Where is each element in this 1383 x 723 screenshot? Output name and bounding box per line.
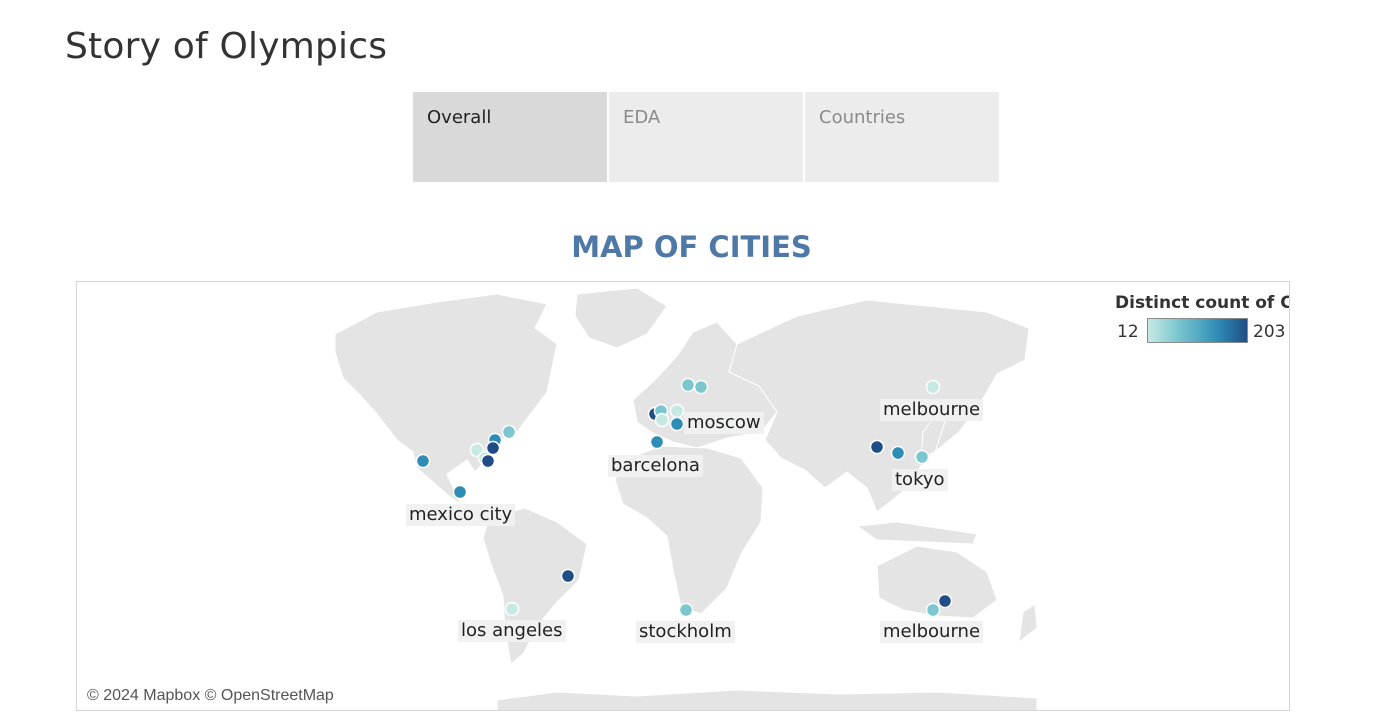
city-marker[interactable]	[480, 453, 496, 469]
map-canvas[interactable]	[77, 282, 1290, 711]
city-marker[interactable]	[669, 403, 685, 419]
city-marker[interactable]	[501, 424, 517, 440]
city-marker[interactable]	[654, 412, 670, 428]
world-map[interactable]: Distinct count of C.. 12 203 melbourne m…	[76, 281, 1290, 711]
map-title: MAP OF CITIES	[571, 230, 812, 264]
story-title: Story of Olympics	[65, 26, 388, 67]
city-marker[interactable]	[693, 379, 709, 395]
city-marker[interactable]	[504, 601, 520, 617]
tab-countries[interactable]: Countries	[805, 92, 999, 182]
legend-title: Distinct count of C..	[1115, 293, 1290, 313]
land-new-zealand	[1018, 603, 1038, 644]
city-label-stockholm: stockholm	[636, 621, 735, 643]
city-marker[interactable]	[925, 602, 941, 618]
city-marker[interactable]	[937, 593, 953, 609]
land-indonesia	[855, 521, 978, 545]
city-marker[interactable]	[452, 484, 468, 500]
city-label-melbourne-north: melbourne	[880, 399, 984, 421]
city-label-tokyo: tokyo	[892, 469, 948, 491]
tab-overall[interactable]: Overall	[413, 92, 607, 182]
city-marker[interactable]	[925, 379, 941, 395]
land-antarctica	[496, 689, 1038, 710]
city-marker[interactable]	[649, 434, 665, 450]
story-tabs: Overall EDA Countries	[413, 92, 999, 182]
city-marker[interactable]	[890, 445, 906, 461]
city-marker[interactable]	[485, 440, 501, 456]
city-marker[interactable]	[678, 602, 694, 618]
city-label-mexico-city: mexico city	[406, 504, 516, 526]
city-marker[interactable]	[560, 568, 576, 584]
land-greenland	[574, 287, 668, 349]
city-marker[interactable]	[914, 449, 930, 465]
city-label-melbourne-south: melbourne	[880, 621, 984, 643]
city-marker[interactable]	[669, 416, 685, 432]
legend-max-value: 203	[1253, 322, 1286, 342]
city-marker[interactable]	[415, 453, 431, 469]
city-label-moscow: moscow	[684, 412, 764, 434]
map-attribution: © 2024 Mapbox © OpenStreetMap	[87, 687, 334, 704]
land-australia	[876, 545, 998, 619]
land-north-america	[334, 293, 558, 506]
city-marker[interactable]	[869, 439, 885, 455]
legend-color-scale	[1147, 318, 1248, 343]
land-africa	[614, 445, 764, 615]
city-label-los-angeles: los angeles	[458, 620, 566, 642]
city-label-barcelona: barcelona	[608, 455, 703, 477]
land-asia	[728, 299, 1030, 513]
tab-eda[interactable]: EDA	[609, 92, 803, 182]
legend-min-value: 12	[1117, 322, 1139, 342]
land-masses	[334, 287, 1038, 710]
city-marker[interactable]	[680, 377, 696, 393]
